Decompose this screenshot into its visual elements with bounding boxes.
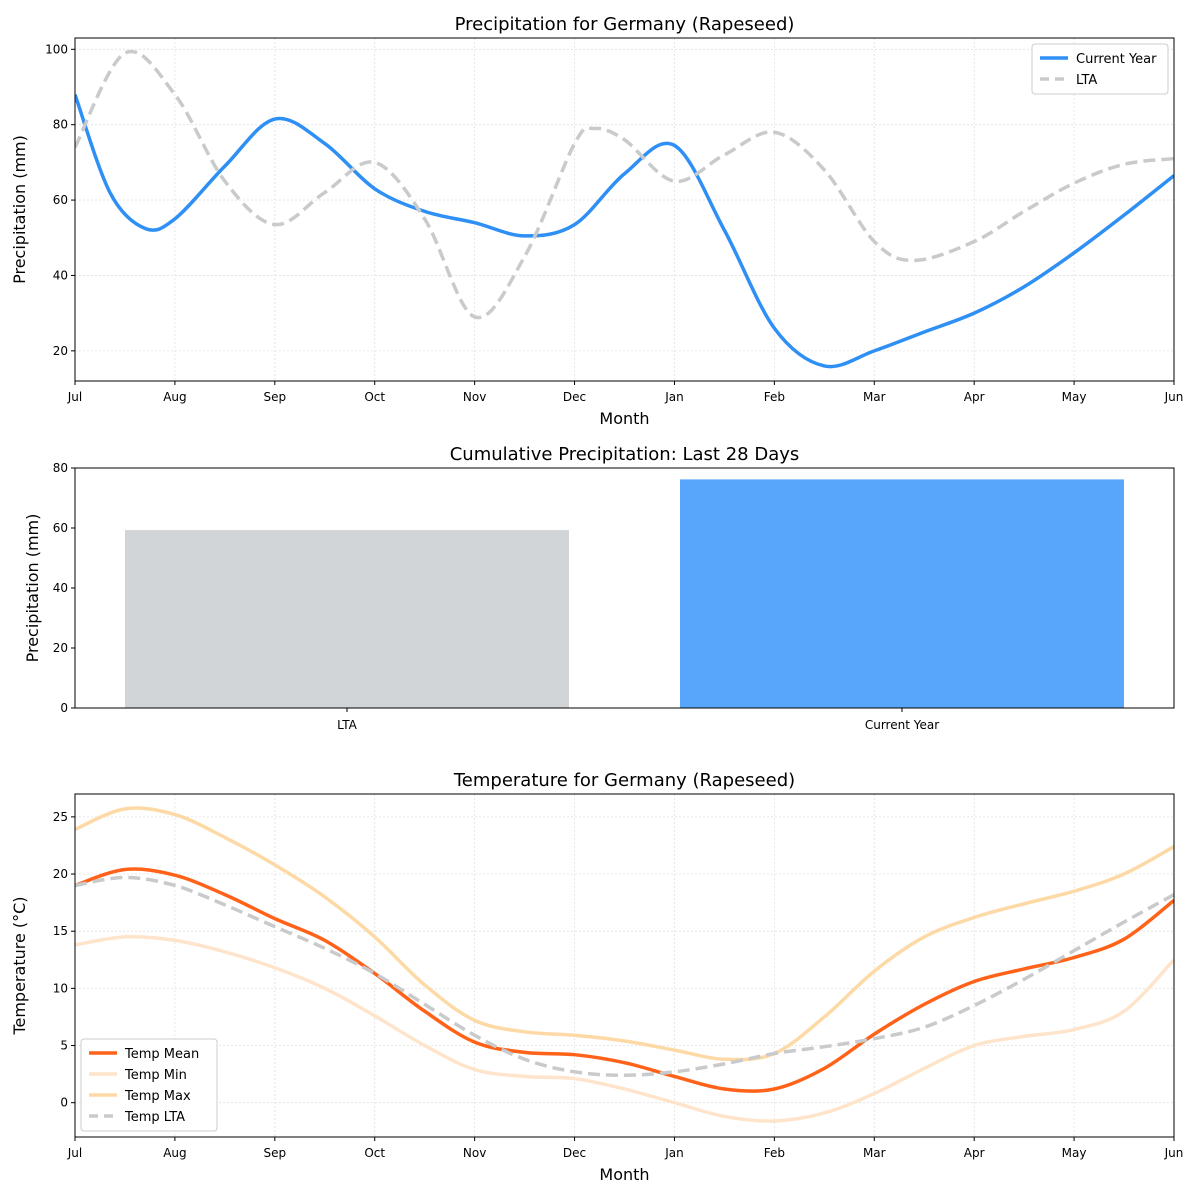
x-tick-label: Nov [463,1146,486,1160]
y-tick-label: 60 [53,193,68,207]
line-chart-2: Jul Aug Sep Oct Nov Dec Jan Feb Mar Apr May Jun 0 5 10… [10,770,1183,1184]
y-tick-label: 15 [53,924,68,938]
x-tick-label: Mar [863,1146,886,1160]
y-axis-label: Precipitation (mm) [23,514,42,663]
x-tick-label: Feb [764,390,785,404]
x-tick-label: LTA [337,718,357,732]
x-tick-label: Dec [563,390,586,404]
series-line-current-year [75,93,1174,369]
x-tick-label: Oct [364,1146,385,1160]
chart-title: Temperature for Germany (Rapeseed) [453,770,795,791]
x-tick-label: Jun [1164,390,1184,404]
y-tick-label: 0 [60,1096,68,1110]
legend-label: Current Year [1076,52,1157,67]
x-axis-label: Month [599,409,649,428]
y-tick-label: 0 [60,701,68,715]
y-tick-label: 10 [53,981,68,995]
x-tick-label: Jan [664,390,684,404]
y-tick-label: 5 [60,1039,68,1053]
y-tick-label: 20 [53,641,68,655]
x-tick-label: Oct [364,390,385,404]
bar-chart-1: LTA Current Year 0 20 40 60 80 Cumulative Preci… [23,444,1175,732]
y-tick-label: 40 [53,268,68,282]
x-tick-label: Apr [964,390,985,404]
legend: Current Year LTA [1031,43,1169,95]
x-tick-label: Jul [67,390,82,404]
x-tick-label: Mar [863,390,886,404]
bar-current-year [679,479,1124,708]
y-tick-label: 25 [53,810,68,824]
axes-frame [74,793,1175,1138]
legend-label: Temp Max [124,1089,191,1104]
y-tick-label: 60 [53,521,68,535]
x-tick-label: May [1062,390,1087,404]
x-tick-label: Apr [964,1146,985,1160]
legend-label: LTA [1076,73,1097,88]
series-line-temp-lta [75,875,1174,1078]
series-line-temp-max [75,806,1174,1062]
series-line-temp-mean [75,867,1174,1093]
line-chart-0: Jul Aug Sep Oct Nov Dec Jan Feb Mar Apr May Jun 20 40… [10,14,1183,428]
bar-lta [125,530,570,708]
x-tick-label: Jun [1164,1146,1184,1160]
y-tick-label: 80 [53,118,68,132]
legend-label: Temp Mean [124,1047,199,1062]
x-tick-label: Feb [764,1146,785,1160]
legend-box [80,1038,218,1132]
x-tick-label: Aug [163,1146,186,1160]
y-tick-label: 80 [53,461,68,475]
legend: Temp Mean Temp Min Temp Max Temp LTA [80,1038,218,1132]
series-line-temp-min [75,934,1174,1123]
chart-title: Cumulative Precipitation: Last 28 Days [450,444,800,465]
x-tick-label: Sep [264,390,287,404]
series-line-lta [75,49,1174,320]
y-axis-label: Temperature (°C) [10,896,29,1035]
x-tick-label: Nov [463,390,486,404]
axes-frame [74,37,1175,382]
legend-label: Temp Min [124,1068,187,1083]
y-axis-label: Precipitation (mm) [10,135,29,284]
x-tick-label: Jan [664,1146,684,1160]
x-tick-label: Dec [563,1146,586,1160]
y-tick-label: 100 [45,42,68,56]
x-tick-label: Aug [163,390,186,404]
chart-title: Precipitation for Germany (Rapeseed) [455,14,795,35]
y-tick-label: 20 [53,867,68,881]
x-tick-label: Jul [67,1146,82,1160]
y-tick-label: 40 [53,581,68,595]
x-axis-label: Month [599,1165,649,1184]
x-tick-label: Current Year [865,718,939,732]
legend-label: Temp LTA [124,1110,185,1125]
x-tick-label: May [1062,1146,1087,1160]
x-tick-label: Sep [264,1146,287,1160]
y-tick-label: 20 [53,344,68,358]
